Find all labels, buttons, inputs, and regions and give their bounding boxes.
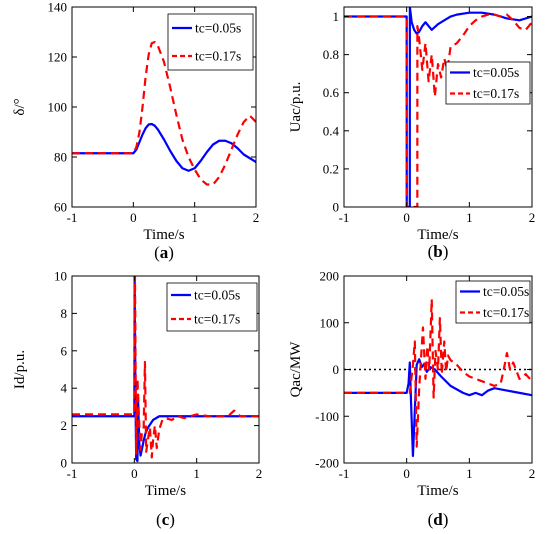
y-tick-label: 10 [54,269,67,284]
y-tick-label: 0 [333,362,340,377]
series-line-tc-017 [344,298,532,448]
x-tick-label: 0 [130,210,137,225]
y-axis-label: Qac/MW [288,341,304,398]
series-line-tc-017 [72,40,256,186]
y-tick-label: 100 [48,100,68,115]
x-tick-label: 1 [191,210,198,225]
x-axis-label: Time/s [417,483,458,499]
x-axis-label: Time/s [417,227,458,243]
x-axis-label: Time/s [143,227,184,243]
legend-entry-label: tc=0.05s [483,284,529,299]
x-tick-label: 2 [529,210,536,225]
y-tick-label: 4 [61,381,68,396]
y-tick-label: 0 [61,456,68,471]
x-tick-label: 0 [403,210,410,225]
legend-entry-label: tc=0.05s [195,21,241,36]
x-tick-label: -1 [67,210,78,225]
chart-panel-a: -1 0 1 26080100120140Time/sδ/°tc=0.05stc=0.… [12,0,259,262]
x-tick-label: 0 [131,466,138,481]
y-tick-label: 0.4 [323,123,340,138]
chart-panel-b: -1 0 1 200.20.40.60.81Time/sUac/p.u.tc=0.05… [288,6,536,261]
x-tick-label: -1 [67,466,78,481]
y-axis-label: δ/° [12,98,28,115]
legend-entry-label: tc=0.17s [195,49,241,64]
legend: tc=0.05s tc=0.17s [166,282,258,332]
legend-entry-label: tc=0.17s [483,305,529,320]
legend-entry-label: tc=0.05s [194,288,240,303]
legend: tc=0.05s tc=0.17s [445,61,531,105]
panel-caption: (a) [154,243,174,262]
x-tick-label: 1 [466,466,473,481]
panel-caption: (b) [428,242,449,261]
y-tick-label: 140 [48,0,68,15]
legend-entry-label: tc=0.17s [473,86,519,101]
series-line-tc-005 [72,122,256,172]
x-tick-label: -1 [339,210,350,225]
y-tick-label: 6 [61,343,68,358]
series-line-tc-005 [344,7,532,207]
plot-frame [343,6,533,208]
y-tick-label: 100 [320,315,340,330]
y-tick-label: 0.8 [323,47,339,62]
series-line-tc-017 [72,276,259,459]
plot-frame [71,275,260,464]
legend-entry-label: tc=0.17s [194,312,240,327]
series-line-tc-017 [344,13,532,207]
y-tick-label: 0 [333,200,340,215]
x-tick-label: 1 [193,466,200,481]
legend: tc=0.05s tc=0.17s [167,13,254,71]
y-axis-label: Uac/p.u. [288,82,304,133]
legend-box [445,61,531,105]
series-line-tc-005 [344,358,532,458]
x-tick-label: 0 [403,466,410,481]
y-tick-label: 8 [61,306,68,321]
x-axis-label: Time/s [145,483,186,499]
x-tick-label: 2 [529,466,536,481]
y-tick-label: 2 [61,418,68,433]
chart-panel-d: -1 0 1 2 -200 -100 0 100 200 Time/s Qac/MW tc=0.05s… [288,269,535,530]
panel-caption: (d) [428,510,449,529]
y-tick-label: -200 [315,456,339,471]
legend: tc=0.05s tc=0.17s [455,280,531,324]
legend-box [166,282,258,332]
y-tick-label: 80 [54,150,67,165]
x-tick-label: -1 [339,466,350,481]
y-tick-label: 1 [333,9,340,24]
legend-box [455,280,531,324]
y-axis-label: Id/p.u. [12,350,28,389]
legend-box [167,13,254,71]
x-tick-label: 2 [256,466,263,481]
y-tick-label: -100 [315,409,339,424]
x-tick-label: 1 [466,210,473,225]
y-tick-label: 120 [48,50,68,65]
legend-entry-label: tc=0.05s [473,65,519,80]
panel-caption: (c) [156,510,175,529]
x-tick-label: 2 [253,210,260,225]
y-tick-label: 200 [320,269,340,284]
y-tick-label: 60 [54,200,67,215]
y-tick-label: 0.6 [323,85,340,100]
chart-panel-c: -1 0 1 20246810Time/sId/p.u.tc=0.05stc=0.17… [12,269,262,530]
y-tick-label: 0.2 [323,161,339,176]
